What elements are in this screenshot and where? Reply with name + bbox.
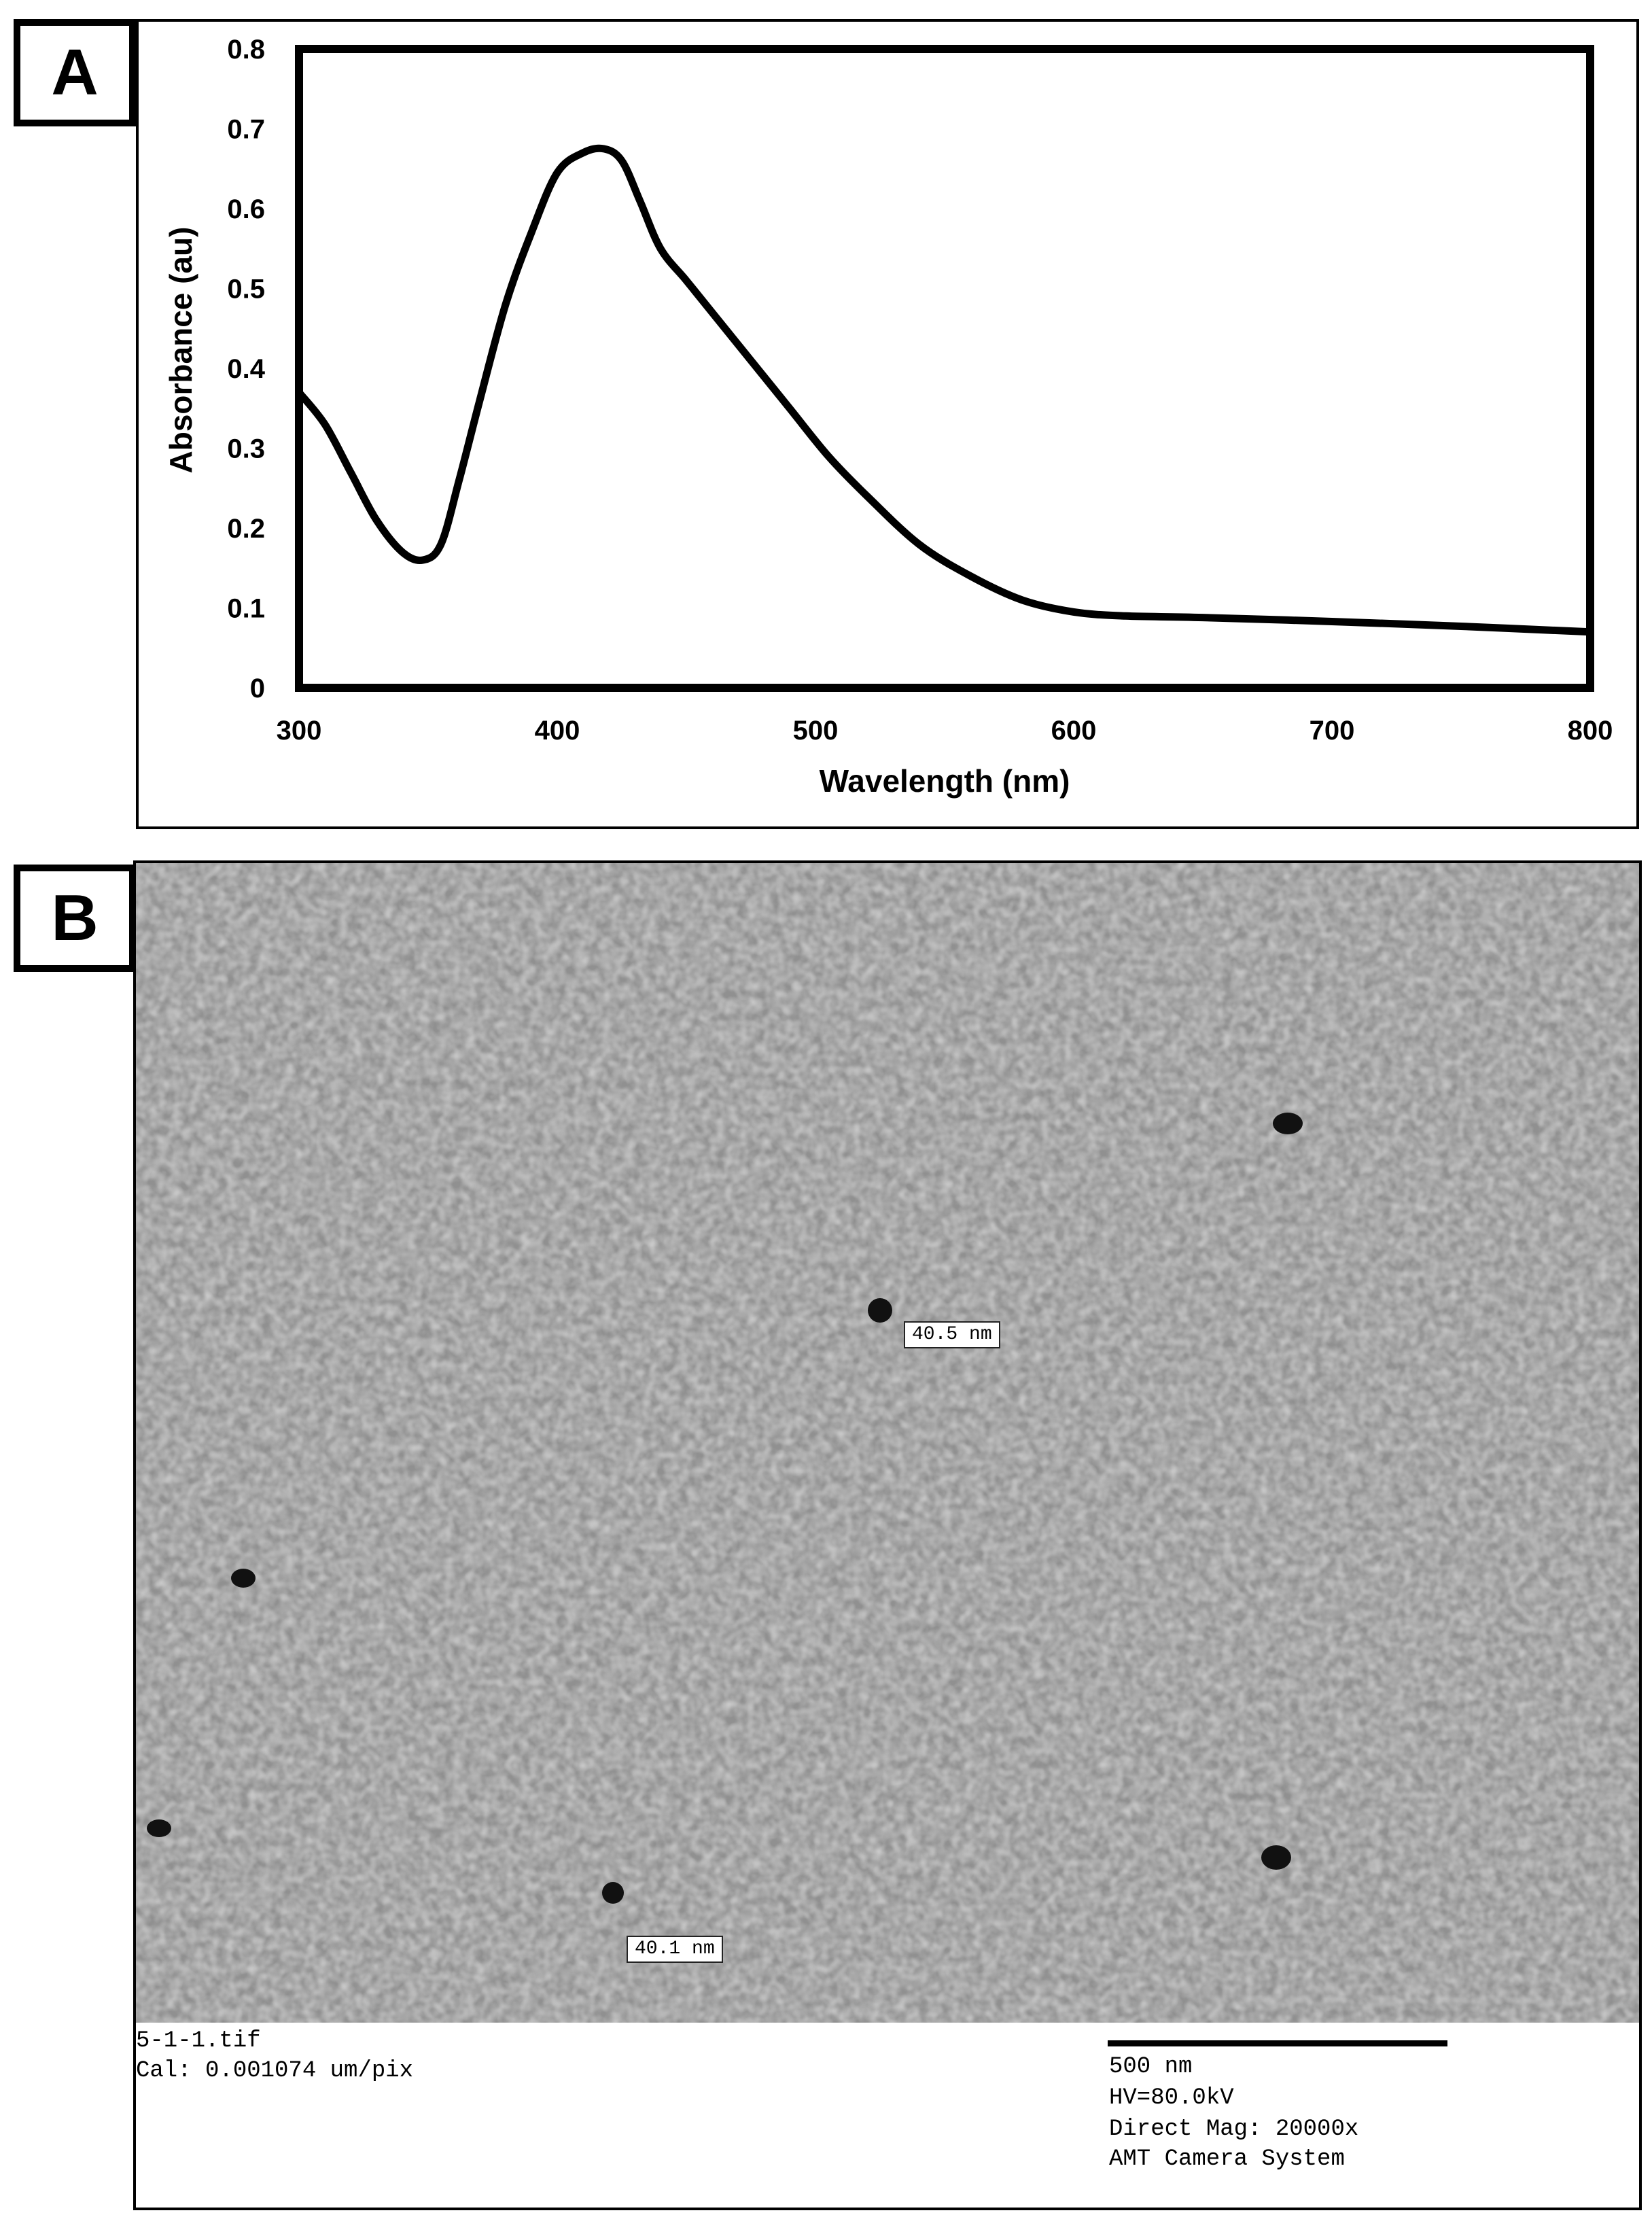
x-tick-label: 500 — [793, 716, 839, 746]
y-tick-label: 0.6 — [227, 194, 265, 224]
y-tick-label: 0.7 — [227, 115, 265, 145]
tem-file-name: 5-1-1.tif — [136, 2028, 261, 2054]
nanoparticle-dots — [147, 1113, 1303, 1904]
x-tick-labels: 300 400 500 600 700 800 — [277, 716, 1613, 746]
x-tick-label: 600 — [1051, 716, 1097, 746]
y-tick-label: 0.2 — [227, 514, 265, 544]
panel-a-frame — [136, 19, 1639, 829]
tem-calibration: Cal: 0.001074 um/pix — [136, 2058, 414, 2084]
measurement-label-2: 40.1 nm — [627, 1936, 723, 1963]
scale-bar — [1108, 2040, 1447, 2046]
nanoparticle — [147, 1819, 171, 1837]
nanoparticle — [231, 1569, 256, 1588]
y-tick-label: 0.4 — [227, 354, 265, 384]
x-tick-label: 300 — [277, 716, 322, 746]
absorbance-chart: 0 0.1 0.2 0.3 0.4 0.5 0.6 0.7 0.8 300 400 500 600 70… — [163, 35, 1613, 799]
scale-bar-label: 500 nm — [1109, 2054, 1193, 2080]
x-tick-label: 700 — [1310, 716, 1355, 746]
y-tick-label: 0.8 — [227, 35, 265, 65]
y-tick-label: 0 — [250, 674, 265, 703]
x-axis-label: Wavelength (nm) — [820, 763, 1070, 799]
y-tick-label: 0.1 — [227, 594, 265, 624]
y-tick-label: 0.3 — [227, 434, 265, 464]
tem-hv: HV=80.0kV — [1109, 2085, 1234, 2111]
panel-b-label: B — [14, 865, 136, 972]
tem-camera: AMT Camera System — [1109, 2146, 1345, 2172]
plot-area-border — [295, 45, 1594, 692]
nanoparticle — [1273, 1113, 1303, 1134]
measurement-label-1: 40.5 nm — [904, 1321, 1000, 1348]
absorbance-series-line — [295, 144, 1594, 636]
y-tick-label: 0.5 — [227, 275, 265, 304]
nanoparticle — [1261, 1845, 1291, 1870]
tem-micrograph — [136, 863, 1639, 2023]
y-axis-label: Absorbance (au) — [163, 227, 198, 474]
panel-a-label: A — [14, 19, 136, 126]
nanoparticle — [602, 1882, 624, 1904]
x-tick-label: 400 — [535, 716, 580, 746]
x-tick-label: 800 — [1568, 716, 1613, 746]
nanoparticle — [868, 1298, 892, 1323]
tem-magnification: Direct Mag: 20000x — [1109, 2116, 1359, 2142]
y-tick-labels: 0 0.1 0.2 0.3 0.4 0.5 0.6 0.7 0.8 — [227, 35, 265, 703]
